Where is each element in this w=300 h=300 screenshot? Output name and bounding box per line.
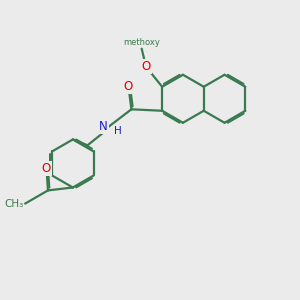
- Text: O: O: [141, 60, 151, 73]
- Text: CH₃: CH₃: [4, 199, 24, 208]
- Text: methoxy: methoxy: [123, 38, 160, 47]
- Text: N: N: [99, 120, 108, 134]
- Text: O: O: [124, 80, 133, 93]
- Text: H: H: [114, 126, 122, 136]
- Text: O: O: [42, 162, 51, 175]
